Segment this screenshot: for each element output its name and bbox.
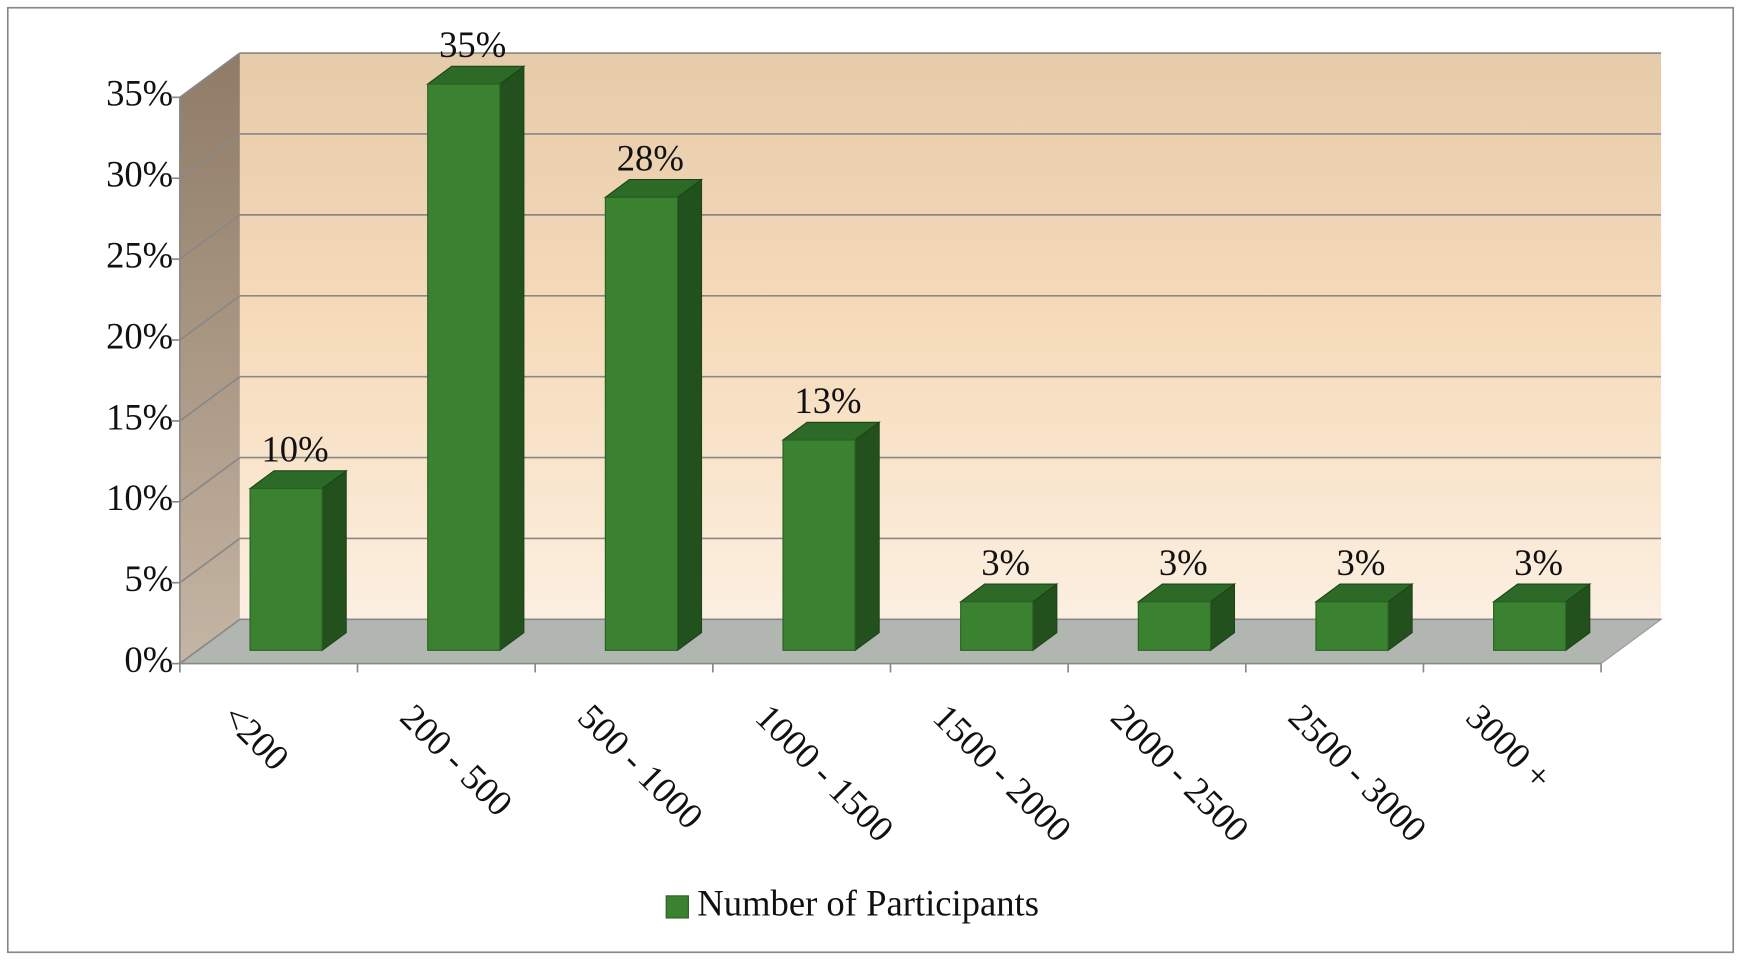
grid-line bbox=[179, 376, 241, 422]
grid-line bbox=[179, 133, 241, 179]
data-label: 3% bbox=[1337, 542, 1386, 583]
grid-line bbox=[179, 52, 241, 98]
bar bbox=[1137, 601, 1212, 651]
y-tick-label: 10% bbox=[106, 477, 173, 518]
bar bbox=[960, 601, 1034, 651]
grid-line bbox=[179, 618, 241, 665]
bar bbox=[427, 83, 501, 651]
y-tick-label: 25% bbox=[106, 235, 173, 276]
y-tick-label: 5% bbox=[124, 558, 173, 599]
data-label: 28% bbox=[617, 137, 684, 178]
floor bbox=[178, 618, 1663, 665]
bar-side bbox=[676, 178, 703, 652]
bar-side bbox=[321, 469, 347, 652]
data-label: 35% bbox=[439, 24, 506, 65]
side-wall bbox=[179, 53, 240, 664]
bar-side bbox=[854, 421, 880, 652]
y-tick-label: 30% bbox=[106, 154, 173, 195]
grid-line bbox=[179, 295, 241, 341]
data-label: 13% bbox=[794, 380, 861, 421]
grid-line bbox=[179, 537, 241, 584]
legend-swatch bbox=[665, 895, 689, 919]
bar bbox=[782, 439, 856, 651]
bar bbox=[249, 487, 323, 651]
back-wall bbox=[239, 53, 1662, 620]
y-tick-label: 20% bbox=[106, 315, 173, 356]
data-label: 3% bbox=[981, 542, 1030, 583]
y-tick-label: 0% bbox=[124, 639, 173, 680]
bar bbox=[1315, 601, 1389, 651]
y-tick-label: 15% bbox=[106, 396, 173, 437]
legend-label: Number of Participants bbox=[697, 882, 1039, 923]
bar bbox=[1493, 601, 1567, 651]
grid-line bbox=[179, 456, 241, 503]
y-tick-label: 35% bbox=[106, 73, 173, 114]
bar-side bbox=[499, 65, 525, 652]
grid-line bbox=[179, 214, 241, 260]
data-label: 3% bbox=[1159, 542, 1208, 583]
data-label: 10% bbox=[261, 429, 328, 470]
bar bbox=[604, 196, 679, 651]
data-label: 3% bbox=[1514, 542, 1563, 583]
